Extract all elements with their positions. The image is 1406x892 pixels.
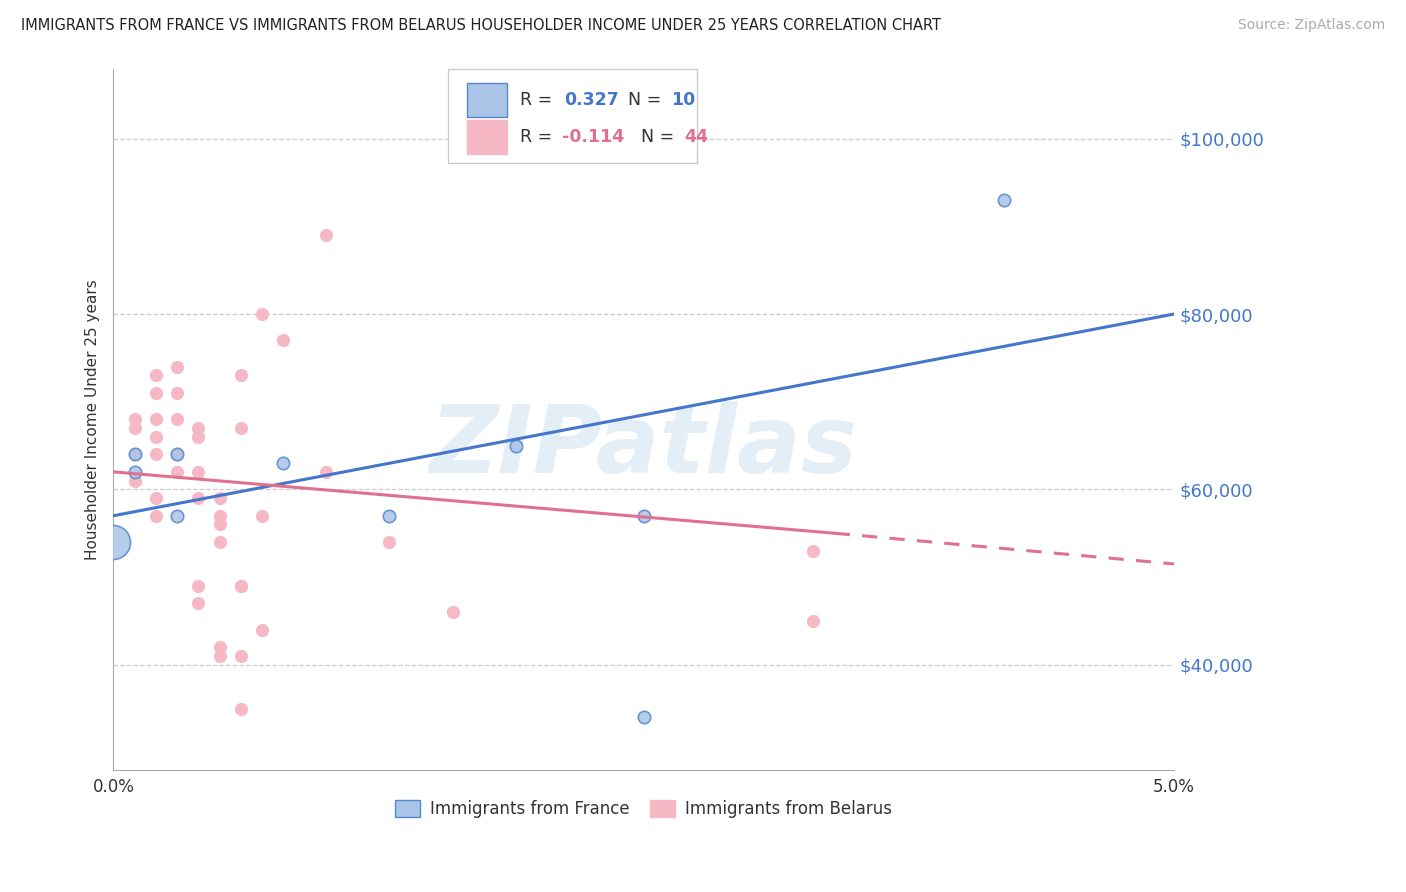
- Legend: Immigrants from France, Immigrants from Belarus: Immigrants from France, Immigrants from …: [389, 793, 898, 825]
- Point: [187, 579, 209, 593]
- Point: [166, 412, 188, 426]
- Point: [208, 508, 231, 523]
- Point: [145, 412, 167, 426]
- Point: [124, 412, 146, 426]
- FancyBboxPatch shape: [467, 83, 508, 117]
- Text: 10: 10: [671, 91, 696, 109]
- Point: [378, 508, 401, 523]
- Point: [229, 701, 252, 715]
- Point: [271, 334, 294, 348]
- Point: [803, 543, 825, 558]
- Point: [166, 447, 188, 461]
- Text: R =: R =: [520, 128, 557, 145]
- Text: N =: N =: [617, 91, 666, 109]
- Point: [166, 447, 188, 461]
- Point: [229, 648, 252, 663]
- Point: [505, 439, 527, 453]
- Point: [124, 447, 146, 461]
- Point: [208, 648, 231, 663]
- Point: [250, 307, 273, 321]
- Point: [250, 508, 273, 523]
- Point: [145, 447, 167, 461]
- Point: [208, 491, 231, 505]
- Point: [229, 579, 252, 593]
- Point: [315, 228, 337, 243]
- Point: [166, 465, 188, 479]
- Point: [187, 491, 209, 505]
- FancyBboxPatch shape: [447, 69, 697, 163]
- Point: [441, 605, 464, 619]
- Point: [229, 421, 252, 435]
- Point: [378, 535, 401, 549]
- Point: [229, 579, 252, 593]
- Text: ZIPatlas: ZIPatlas: [430, 401, 858, 493]
- Point: [124, 421, 146, 435]
- Point: [145, 430, 167, 444]
- Point: [166, 386, 188, 401]
- Point: [315, 465, 337, 479]
- Point: [145, 491, 167, 505]
- Point: [993, 193, 1015, 207]
- Point: [208, 517, 231, 532]
- Point: [103, 535, 125, 549]
- Text: 44: 44: [685, 128, 709, 145]
- Point: [187, 430, 209, 444]
- Point: [187, 421, 209, 435]
- Point: [145, 508, 167, 523]
- Point: [124, 447, 146, 461]
- Point: [250, 623, 273, 637]
- Point: [803, 614, 825, 628]
- Point: [633, 710, 655, 724]
- Point: [145, 368, 167, 383]
- Point: [124, 474, 146, 488]
- Point: [208, 535, 231, 549]
- Point: [145, 386, 167, 401]
- Text: N =: N =: [630, 128, 679, 145]
- Point: [208, 640, 231, 655]
- Y-axis label: Householder Income Under 25 years: Householder Income Under 25 years: [86, 279, 100, 559]
- Point: [187, 596, 209, 610]
- Text: -0.114: -0.114: [562, 128, 624, 145]
- Text: 0.327: 0.327: [564, 91, 619, 109]
- Text: IMMIGRANTS FROM FRANCE VS IMMIGRANTS FROM BELARUS HOUSEHOLDER INCOME UNDER 25 YE: IMMIGRANTS FROM FRANCE VS IMMIGRANTS FRO…: [21, 18, 941, 33]
- Point: [271, 456, 294, 470]
- Text: Source: ZipAtlas.com: Source: ZipAtlas.com: [1237, 18, 1385, 32]
- Point: [633, 508, 655, 523]
- Point: [124, 465, 146, 479]
- Point: [229, 368, 252, 383]
- FancyBboxPatch shape: [467, 120, 508, 153]
- Point: [166, 359, 188, 374]
- Point: [187, 465, 209, 479]
- Text: R =: R =: [520, 91, 557, 109]
- Point: [166, 508, 188, 523]
